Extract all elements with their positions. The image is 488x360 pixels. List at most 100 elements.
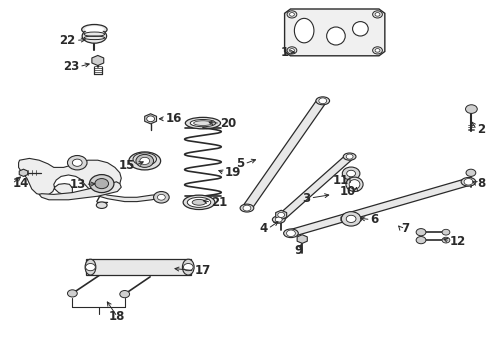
Circle shape bbox=[318, 98, 326, 104]
Text: 20: 20 bbox=[220, 117, 236, 130]
Circle shape bbox=[136, 154, 153, 167]
Text: 2: 2 bbox=[476, 123, 484, 136]
Ellipse shape bbox=[460, 177, 475, 186]
Circle shape bbox=[277, 212, 284, 217]
Circle shape bbox=[153, 192, 169, 203]
Polygon shape bbox=[19, 158, 121, 195]
Circle shape bbox=[341, 212, 360, 226]
Ellipse shape bbox=[81, 24, 107, 35]
Text: 4: 4 bbox=[259, 222, 267, 235]
Ellipse shape bbox=[240, 204, 253, 212]
Polygon shape bbox=[275, 154, 352, 222]
Circle shape bbox=[463, 179, 472, 185]
Text: 15: 15 bbox=[119, 159, 135, 172]
Circle shape bbox=[286, 230, 295, 237]
Circle shape bbox=[346, 215, 355, 222]
Polygon shape bbox=[242, 99, 325, 210]
Ellipse shape bbox=[348, 180, 359, 189]
Text: 17: 17 bbox=[194, 264, 210, 277]
Text: 21: 21 bbox=[211, 196, 227, 209]
Text: 19: 19 bbox=[224, 166, 241, 179]
Ellipse shape bbox=[315, 97, 329, 105]
Circle shape bbox=[346, 170, 355, 177]
Polygon shape bbox=[284, 9, 384, 56]
Ellipse shape bbox=[272, 216, 285, 223]
Polygon shape bbox=[352, 215, 361, 222]
Polygon shape bbox=[340, 215, 349, 222]
Ellipse shape bbox=[85, 26, 103, 33]
Circle shape bbox=[289, 13, 294, 16]
Ellipse shape bbox=[187, 197, 210, 207]
Circle shape bbox=[157, 194, 165, 200]
Polygon shape bbox=[39, 182, 121, 200]
Polygon shape bbox=[19, 169, 28, 176]
Circle shape bbox=[243, 205, 250, 211]
Text: 16: 16 bbox=[165, 112, 181, 125]
Ellipse shape bbox=[182, 259, 194, 275]
Text: 6: 6 bbox=[370, 213, 378, 226]
Circle shape bbox=[465, 105, 476, 113]
Ellipse shape bbox=[183, 195, 214, 210]
Circle shape bbox=[289, 49, 294, 52]
Bar bbox=[85, 259, 190, 275]
Text: 23: 23 bbox=[63, 60, 79, 73]
Polygon shape bbox=[297, 235, 306, 243]
Circle shape bbox=[67, 156, 87, 170]
Circle shape bbox=[67, 290, 77, 297]
Ellipse shape bbox=[294, 18, 313, 43]
Text: 22: 22 bbox=[60, 34, 76, 47]
Circle shape bbox=[286, 47, 296, 54]
Text: 7: 7 bbox=[400, 222, 408, 235]
Circle shape bbox=[120, 291, 129, 298]
Ellipse shape bbox=[85, 259, 96, 275]
Circle shape bbox=[72, 159, 82, 166]
Ellipse shape bbox=[82, 29, 106, 43]
Ellipse shape bbox=[192, 199, 205, 205]
Circle shape bbox=[346, 154, 352, 159]
Circle shape bbox=[95, 179, 108, 189]
Polygon shape bbox=[144, 114, 156, 124]
Circle shape bbox=[146, 116, 154, 122]
Circle shape bbox=[89, 175, 114, 193]
Text: 8: 8 bbox=[476, 177, 484, 190]
Ellipse shape bbox=[96, 202, 107, 208]
Text: 5: 5 bbox=[236, 157, 244, 170]
Ellipse shape bbox=[326, 27, 345, 45]
Ellipse shape bbox=[133, 153, 156, 165]
Text: 10: 10 bbox=[339, 185, 355, 198]
Text: 14: 14 bbox=[12, 177, 28, 190]
Circle shape bbox=[465, 169, 475, 176]
Text: 9: 9 bbox=[294, 244, 302, 257]
Circle shape bbox=[286, 11, 296, 18]
Ellipse shape bbox=[343, 153, 355, 160]
Circle shape bbox=[374, 13, 379, 16]
Ellipse shape bbox=[193, 121, 212, 125]
Ellipse shape bbox=[345, 177, 362, 192]
Ellipse shape bbox=[352, 22, 367, 36]
Text: 13: 13 bbox=[69, 178, 85, 191]
Ellipse shape bbox=[129, 152, 160, 170]
Circle shape bbox=[374, 49, 379, 52]
Polygon shape bbox=[92, 55, 103, 66]
Polygon shape bbox=[288, 179, 469, 237]
Text: 3: 3 bbox=[302, 192, 310, 204]
Polygon shape bbox=[275, 210, 286, 220]
Polygon shape bbox=[95, 192, 163, 202]
Circle shape bbox=[441, 229, 449, 235]
Circle shape bbox=[140, 157, 149, 165]
Text: 1: 1 bbox=[280, 46, 288, 59]
Text: 18: 18 bbox=[109, 310, 125, 323]
Circle shape bbox=[275, 217, 282, 222]
Circle shape bbox=[372, 11, 382, 18]
Circle shape bbox=[415, 229, 425, 236]
Circle shape bbox=[372, 47, 382, 54]
Circle shape bbox=[441, 237, 449, 243]
Ellipse shape bbox=[283, 229, 298, 238]
Circle shape bbox=[342, 167, 359, 180]
Circle shape bbox=[85, 264, 95, 271]
Circle shape bbox=[183, 264, 193, 271]
Text: 12: 12 bbox=[449, 235, 465, 248]
Circle shape bbox=[415, 237, 425, 244]
Ellipse shape bbox=[185, 117, 220, 129]
Ellipse shape bbox=[190, 120, 215, 127]
